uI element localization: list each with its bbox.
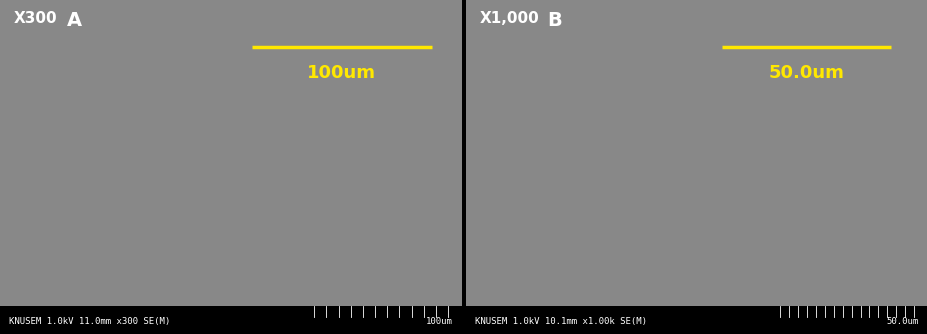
Text: 50.0um: 50.0um <box>768 64 844 82</box>
Text: KNUSEM 1.0kV 10.1mm x1.00k SE(M): KNUSEM 1.0kV 10.1mm x1.00k SE(M) <box>475 317 646 326</box>
Text: B: B <box>546 11 561 30</box>
Text: 50.0um: 50.0um <box>885 317 918 326</box>
Text: X1,000: X1,000 <box>479 11 539 26</box>
Text: 100um: 100um <box>307 64 376 82</box>
Text: X300: X300 <box>14 11 57 26</box>
Text: KNUSEM 1.0kV 11.0mm x300 SE(M): KNUSEM 1.0kV 11.0mm x300 SE(M) <box>9 317 171 326</box>
Text: A: A <box>67 11 82 30</box>
Text: 100um: 100um <box>425 317 452 326</box>
